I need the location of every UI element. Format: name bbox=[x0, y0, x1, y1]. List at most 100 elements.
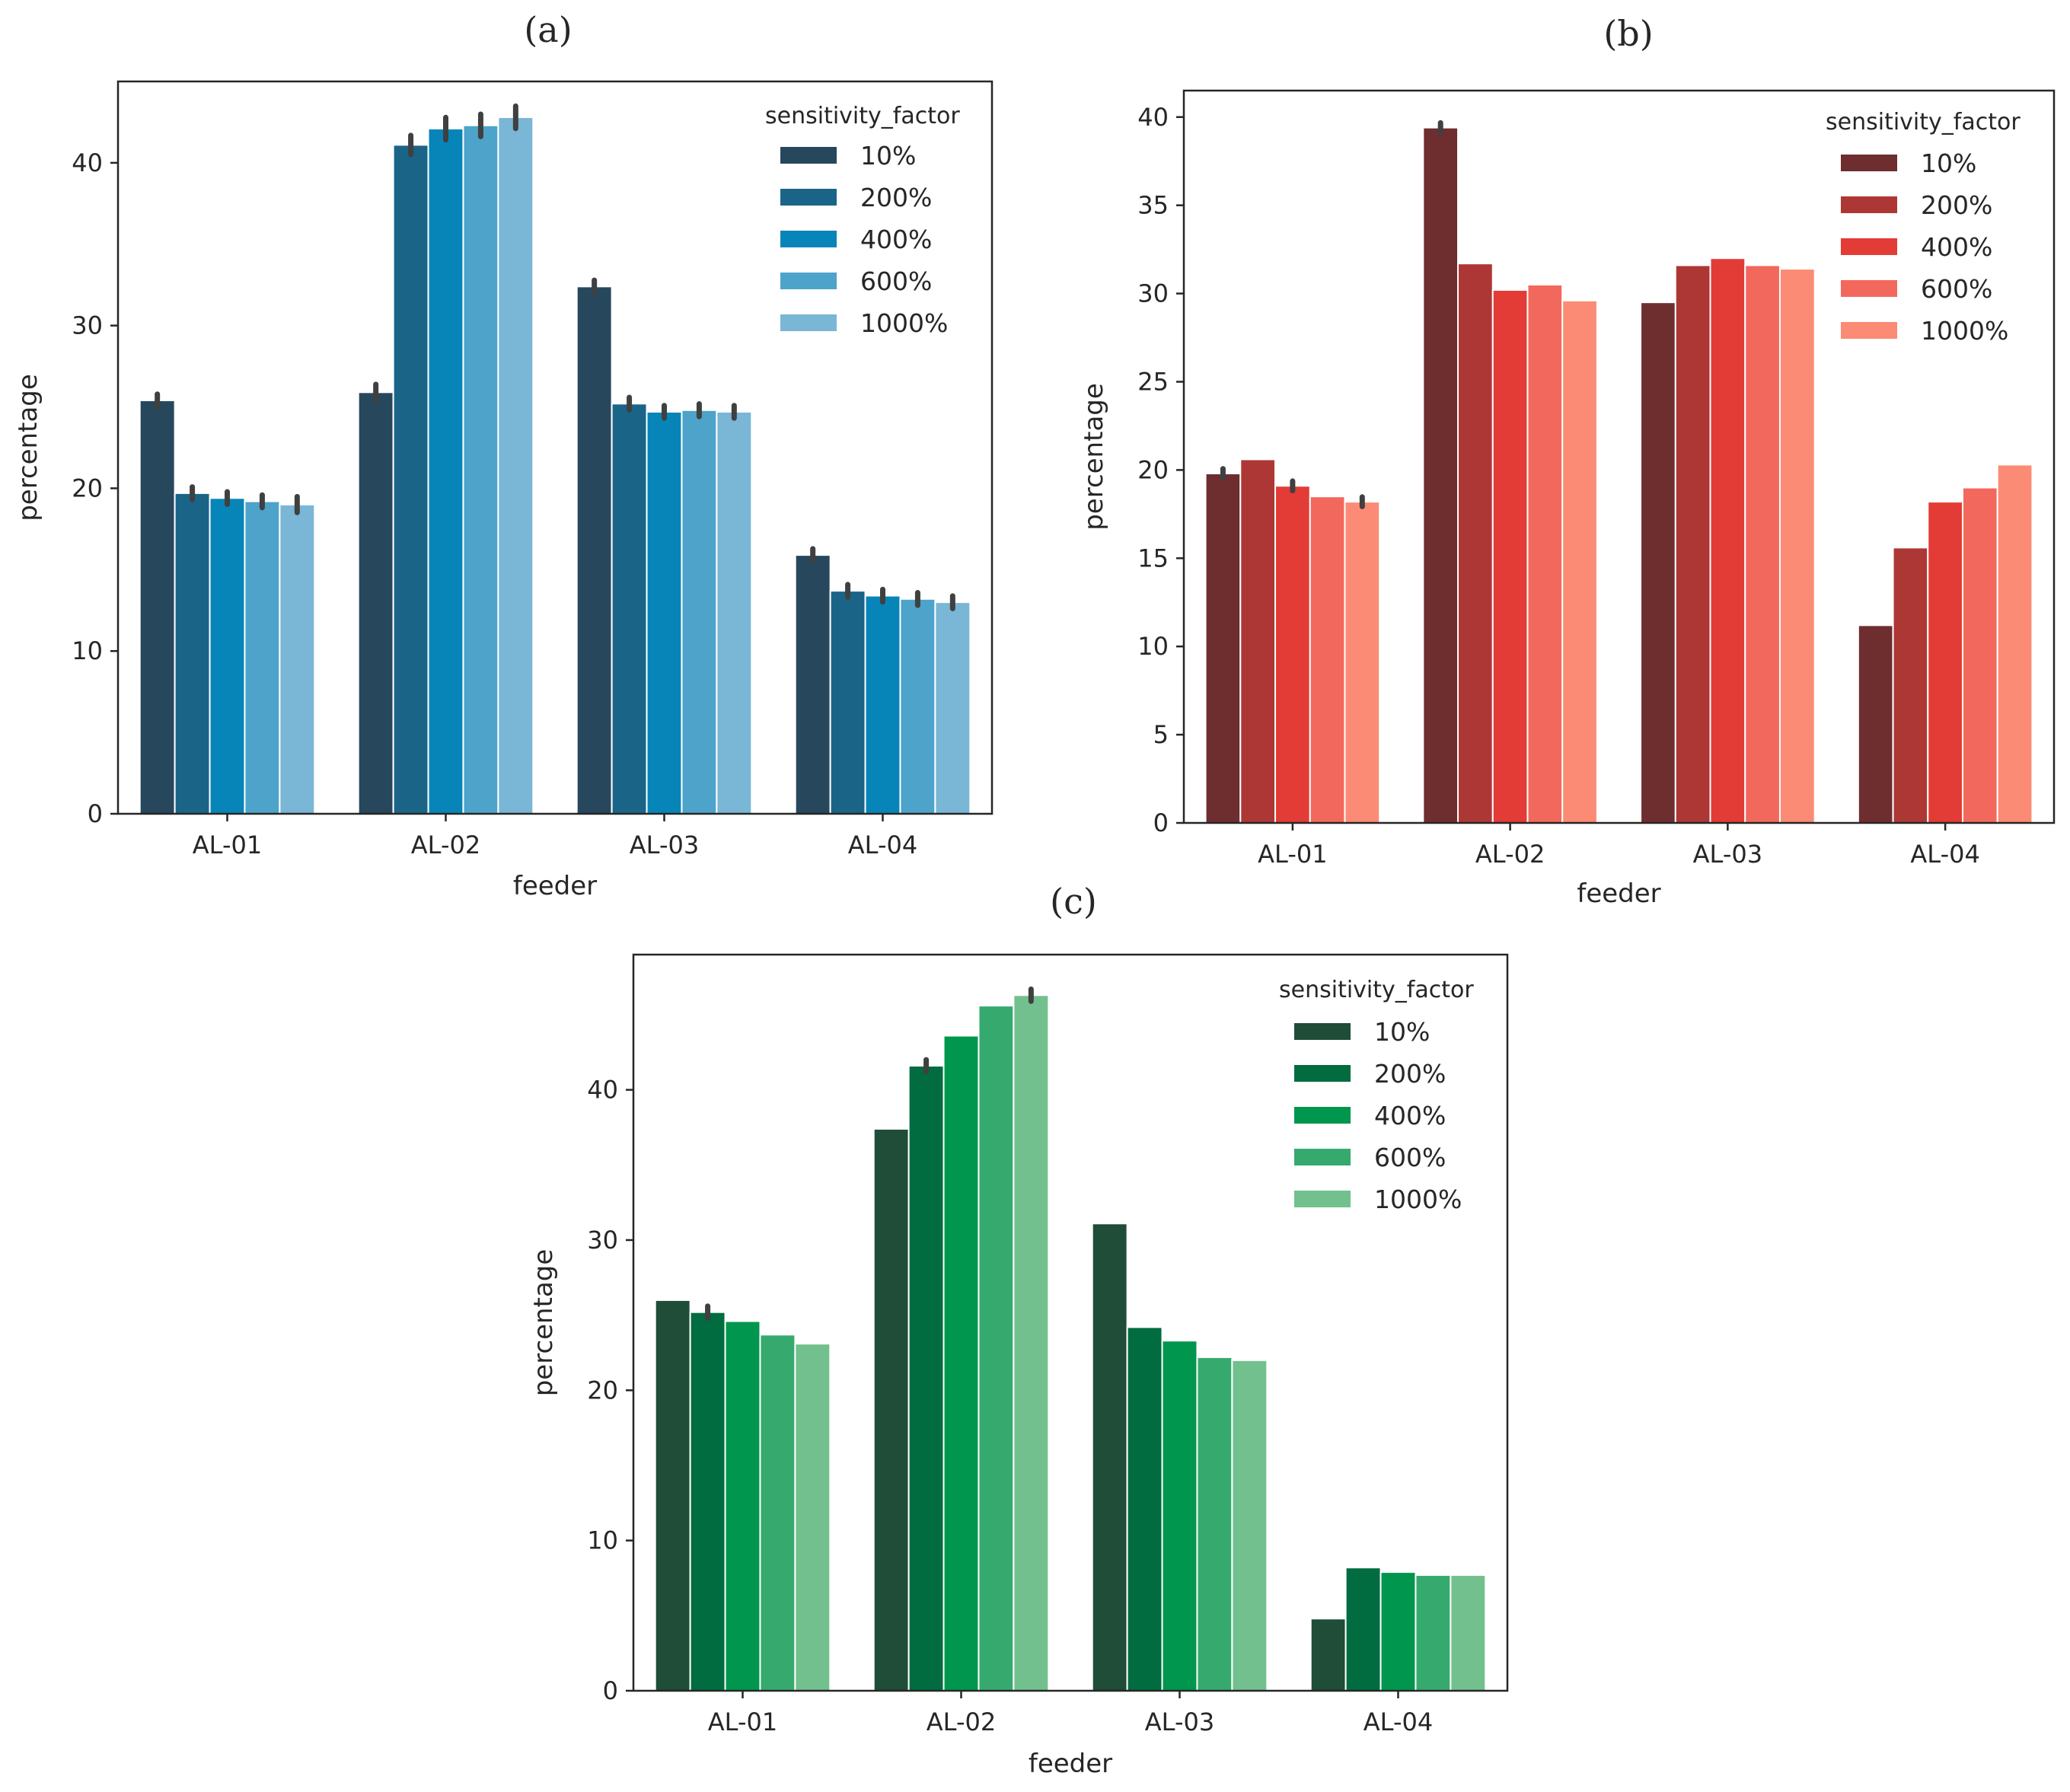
bar-al-04-10pct bbox=[1309, 1618, 1347, 1692]
bar-al-01-600pct bbox=[759, 1334, 796, 1692]
y-tick-label: 40 bbox=[587, 1076, 618, 1105]
x-tick-label: AL-02 bbox=[1475, 840, 1545, 869]
bar-al-04-1000pct bbox=[1450, 1574, 1487, 1692]
bar-al-01-10pct bbox=[139, 400, 176, 815]
x-axis-label: feeder bbox=[513, 871, 597, 901]
legend-entry: 400% bbox=[860, 225, 932, 254]
bar-al-04-200pct bbox=[1892, 547, 1929, 824]
legend-swatch bbox=[1841, 196, 1897, 213]
bar-al-04-600pct bbox=[1415, 1574, 1452, 1692]
bar-al-01-600pct bbox=[244, 500, 281, 815]
legend-swatch bbox=[1294, 1065, 1351, 1082]
bar-al-02-10pct bbox=[872, 1127, 910, 1692]
bar-al-04-1000pct bbox=[1996, 464, 2033, 824]
y-axis-label: percentage bbox=[13, 374, 43, 521]
y-tick-label: 0 bbox=[603, 1676, 618, 1705]
bar-al-04-10pct bbox=[1857, 624, 1894, 824]
y-tick-label: 10 bbox=[72, 636, 103, 665]
legend-entry: 10% bbox=[1921, 148, 1976, 178]
bar-al-02-400pct bbox=[943, 1035, 980, 1692]
legend-swatch bbox=[780, 189, 837, 206]
bar-al-01-400pct bbox=[724, 1320, 761, 1692]
bar-al-04-10pct bbox=[794, 554, 831, 815]
y-tick-label: 5 bbox=[1153, 720, 1169, 749]
bar-al-01-10pct bbox=[1204, 473, 1242, 824]
legend-swatch bbox=[1294, 1023, 1351, 1040]
bar-al-04-400pct bbox=[864, 595, 901, 815]
legend-entry: 400% bbox=[1921, 232, 1992, 262]
legend-entry: 10% bbox=[860, 141, 916, 171]
legend-entry: 200% bbox=[1374, 1059, 1446, 1089]
legend-swatch bbox=[1294, 1191, 1351, 1207]
y-tick-label: 0 bbox=[1153, 808, 1169, 837]
bar-al-03-600pct bbox=[1744, 264, 1781, 824]
bar-al-02-200pct bbox=[392, 144, 429, 815]
bar-al-01-1000pct bbox=[794, 1343, 831, 1692]
bar-al-04-200pct bbox=[829, 590, 866, 815]
plot-frame bbox=[632, 953, 1509, 1692]
bar-al-02-400pct bbox=[1491, 289, 1529, 824]
bar-al-03-10pct bbox=[576, 285, 613, 815]
bar-al-03-400pct bbox=[1709, 257, 1746, 824]
x-axis-label: feeder bbox=[1029, 1749, 1112, 1779]
bar-al-03-1000pct bbox=[1778, 268, 1816, 824]
bar-al-02-10pct bbox=[357, 391, 394, 815]
bar-al-04-400pct bbox=[1379, 1571, 1417, 1692]
legend-entry: 200% bbox=[860, 183, 932, 212]
legend-entry: 1000% bbox=[1921, 316, 2008, 346]
x-tick-label: AL-03 bbox=[1693, 840, 1762, 869]
x-tick-label: AL-01 bbox=[1258, 840, 1327, 869]
x-tick-label: AL-01 bbox=[193, 831, 262, 859]
bar-al-02-600pct bbox=[462, 124, 499, 815]
legend-swatch bbox=[1294, 1107, 1351, 1124]
y-tick-label: 40 bbox=[1137, 103, 1169, 132]
bar-al-02-200pct bbox=[1457, 263, 1494, 824]
bar-al-03-1000pct bbox=[1231, 1359, 1268, 1692]
y-tick-label: 25 bbox=[1137, 367, 1169, 396]
y-tick-label: 35 bbox=[1137, 191, 1169, 220]
bar-al-02-10pct bbox=[1422, 126, 1459, 824]
x-tick-label: AL-01 bbox=[708, 1708, 777, 1736]
legend-swatch bbox=[1841, 280, 1897, 297]
y-axis-label: percentage bbox=[528, 1249, 559, 1397]
y-axis-label: percentage bbox=[1079, 383, 1109, 531]
legend-entry: 200% bbox=[1921, 190, 1992, 220]
legend: sensitivity_factor 10% 200% 400% 600% 1000% bbox=[1279, 977, 1474, 1214]
x-tick-label: AL-03 bbox=[1145, 1708, 1214, 1736]
bar-al-03-400pct bbox=[646, 410, 683, 815]
bar-al-01-200pct bbox=[689, 1311, 726, 1692]
legend-swatch bbox=[780, 147, 837, 164]
y-tick-label: 30 bbox=[72, 311, 103, 340]
y-tick-label: 40 bbox=[72, 148, 103, 177]
y-tick-label: 15 bbox=[1137, 544, 1169, 572]
bar-al-03-200pct bbox=[1674, 264, 1711, 824]
bar-al-03-600pct bbox=[681, 409, 718, 815]
x-tick-label: AL-04 bbox=[1910, 840, 1979, 869]
bar-al-01-1000pct bbox=[279, 503, 316, 815]
bar-al-01-400pct bbox=[1274, 485, 1311, 824]
bar-al-02-1000pct bbox=[1561, 299, 1598, 824]
y-tick-label: 30 bbox=[587, 1226, 618, 1255]
bar-al-01-1000pct bbox=[1344, 501, 1381, 824]
chart-panel-2: (b) 0 5 10 15 20 25 30 35 40 AL-01 AL-02 AL-03 AL-04 f… bbox=[1079, 13, 2056, 909]
bar-al-01-10pct bbox=[654, 1299, 691, 1692]
bar-al-03-600pct bbox=[1196, 1356, 1233, 1692]
bar-al-04-600pct bbox=[899, 598, 936, 815]
legend-title: sensitivity_factor bbox=[1826, 109, 2021, 136]
bar-al-02-600pct bbox=[978, 1005, 1015, 1692]
legend-title: sensitivity_factor bbox=[765, 103, 960, 129]
bar-al-03-1000pct bbox=[716, 410, 753, 815]
bar-al-01-600pct bbox=[1309, 496, 1346, 824]
bar-al-01-200pct bbox=[1239, 458, 1277, 824]
legend-entry: 1000% bbox=[860, 308, 948, 338]
legend-swatch bbox=[1841, 155, 1897, 171]
chart-panel-1: (a) 0 10 20 30 40 AL-01 AL-02 AL-03 AL-04 feeder pe… bbox=[13, 9, 994, 901]
legend-entry: 10% bbox=[1374, 1017, 1430, 1047]
legend-swatch bbox=[1294, 1149, 1351, 1165]
legend-swatch bbox=[780, 273, 837, 289]
panel-label: (a) bbox=[524, 9, 572, 50]
y-tick-label: 20 bbox=[1137, 455, 1169, 484]
y-tick-label: 10 bbox=[587, 1526, 618, 1555]
legend: sensitivity_factor 10% 200% 400% 600% 1000% bbox=[1826, 109, 2021, 346]
panel-label: (c) bbox=[1050, 881, 1097, 922]
